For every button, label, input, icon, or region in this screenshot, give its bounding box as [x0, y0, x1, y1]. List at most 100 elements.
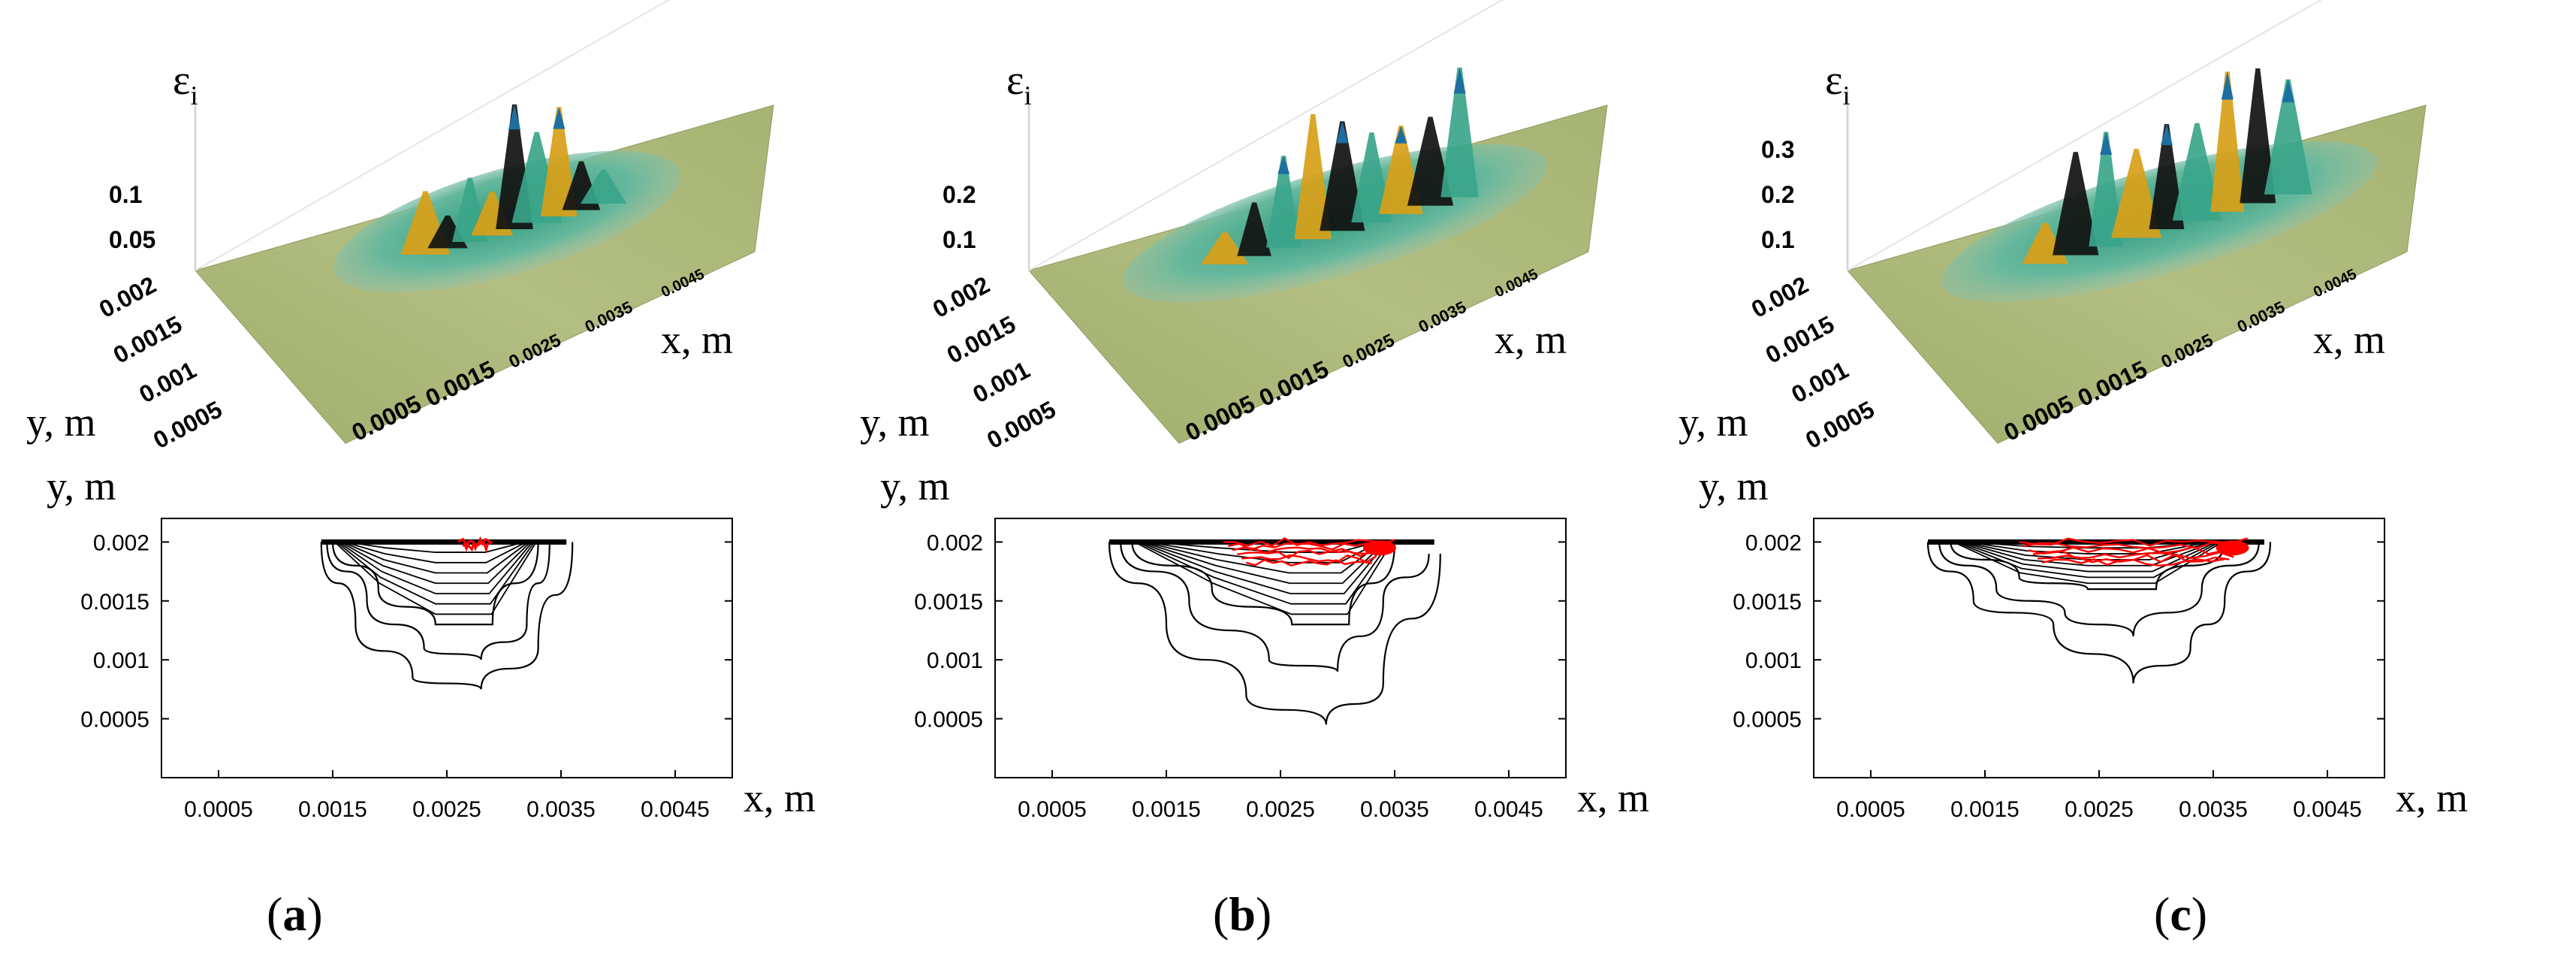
- panel-caption-c: (c): [2154, 887, 2208, 941]
- y-axis-label: y, m: [1679, 400, 1748, 445]
- contour-line-inner: [1146, 541, 1380, 564]
- z-tick-label: 0.1: [1761, 226, 1794, 253]
- contour-line: [1131, 542, 1396, 626]
- contour-x-tick-label: 0.0005: [184, 797, 253, 822]
- contour-line-inner: [345, 541, 525, 553]
- contour-line-red: [2023, 542, 2243, 549]
- contour-x-tick-label: 0.0045: [641, 797, 710, 822]
- z-axis-label: εi: [173, 57, 198, 110]
- surface-peak: [1200, 231, 1249, 264]
- back-axis-line: [195, 0, 671, 271]
- y-tick-label: 0.002: [928, 271, 994, 323]
- contour-y-tick-label: 0.001: [927, 648, 983, 673]
- contour-line-red: [457, 536, 493, 548]
- surface-peak: [1265, 156, 1302, 248]
- contour-frame: [994, 518, 1567, 778]
- contour-y-tick-label: 0.002: [1745, 530, 1802, 555]
- y-tick-label: 0.0005: [1801, 395, 1878, 454]
- surface-peak: [1407, 116, 1454, 206]
- surface-peak-tip: [2221, 71, 2234, 100]
- contour-line: [320, 542, 574, 690]
- contour-y-tick-label: 0.001: [1745, 648, 1802, 673]
- contour-y-axis-label: y, m: [880, 464, 950, 509]
- y-tick-label: 0.001: [134, 356, 201, 408]
- contour-x-tick-label: 0.0005: [1018, 797, 1087, 822]
- contour-x-axis-label: x, m: [2396, 775, 2468, 820]
- contour-line: [1108, 542, 1441, 725]
- contour-y-tick-label: 0.001: [93, 648, 149, 673]
- x-axis-label: x, m: [1495, 317, 1567, 362]
- contour-y-tick-label: 0.002: [927, 530, 983, 555]
- panel-caption-a: (a): [267, 887, 323, 941]
- contour-line: [326, 542, 550, 660]
- y-tick-label: 0.0005: [982, 395, 1060, 454]
- contour-x-tick-label: 0.0035: [1360, 797, 1429, 822]
- z-tick-label: 0.1: [943, 226, 976, 253]
- z-tick-label: 0.2: [943, 181, 976, 208]
- y-tick-label: 0.002: [95, 271, 161, 323]
- surface-peak: [2172, 122, 2222, 221]
- contour-line-inner: [1134, 541, 1393, 615]
- contour-line: [1938, 542, 2260, 636]
- contour-x-tick-label: 0.0015: [1132, 797, 1201, 822]
- contour-line-red: [2019, 537, 2248, 547]
- contour-line-inner: [1965, 541, 2210, 554]
- contour-line-red: [2028, 545, 2239, 555]
- surface-peak-tip: [2282, 79, 2294, 103]
- surface-peak: [541, 107, 578, 217]
- z-axis-label-subscript: i: [1843, 80, 1851, 110]
- contour-line-inner: [1955, 541, 2220, 579]
- contour-line-inner: [1958, 541, 2218, 573]
- z-tick-label: 0.3: [1761, 136, 1794, 163]
- contour-line-red: [1246, 559, 1372, 567]
- contour-line-inner: [336, 541, 535, 605]
- contour-plot: y, m x, m 0.002 0.0015 0.001 0.0005 0.0005 0.00…: [1699, 464, 2468, 822]
- surface-peak-tip: [508, 104, 520, 130]
- z-tick-label: 0.1: [109, 181, 142, 208]
- z-axis-label: εi: [1006, 57, 1032, 110]
- z-axis-label-subscript: i: [191, 80, 198, 110]
- contour-x-tick-label: 0.0025: [1246, 797, 1315, 822]
- panel-caption-b: (b): [1213, 887, 1272, 941]
- surface-peak-tip: [2161, 124, 2173, 146]
- y-axis-label: y, m: [860, 400, 930, 445]
- contour-line-red: [1237, 549, 1381, 560]
- y-axis-label: y, m: [26, 400, 96, 445]
- contour-x-tick-label: 0.0005: [1836, 797, 1905, 822]
- surface-peak: [2240, 68, 2276, 204]
- x-axis-label: x, m: [2313, 317, 2385, 362]
- y-tick-label: 0.0015: [943, 310, 1020, 369]
- contour-line-inner: [1953, 541, 2223, 585]
- contour-line-inner: [342, 541, 529, 574]
- z-tick-label: 0.05: [109, 226, 155, 253]
- surface-peak: [1294, 113, 1332, 240]
- contour-y-tick-label: 0.002: [93, 530, 149, 555]
- contour-y-axis-label: y, m: [47, 464, 116, 509]
- contour-y-axis-label: y, m: [1699, 464, 1769, 509]
- y-tick-label: 0.0015: [109, 310, 186, 369]
- surface-peak: [580, 169, 627, 204]
- contour-line-inner: [1142, 541, 1386, 585]
- contour-plot: y, m x, m 0.002 0.0015 0.001 0.0005 0.0005 0.00…: [47, 464, 816, 822]
- contour-x-tick-label: 0.0045: [1474, 797, 1543, 822]
- surface-peak: [2210, 71, 2245, 212]
- contour-line-inner: [333, 541, 537, 615]
- contour-y-tick-label: 0.0005: [914, 708, 983, 733]
- contour-line: [1120, 542, 1430, 672]
- contour-x-tick-label: 0.0035: [526, 797, 596, 822]
- contour-line-inner: [1149, 541, 1378, 553]
- contour-line-inner: [344, 541, 527, 564]
- contour-line-inner: [1139, 541, 1388, 594]
- red-spot: [2216, 540, 2249, 556]
- contour-plot: y, m x, m 0.002 0.0015 0.001 0.0005 0.0005 0.00…: [880, 464, 1649, 822]
- surface-peak: [2111, 149, 2162, 238]
- contour-frame: [1813, 518, 2385, 778]
- surface-peak: [1237, 202, 1271, 256]
- contour-x-tick-label: 0.0045: [2293, 797, 2362, 822]
- contour-line-red: [462, 539, 490, 554]
